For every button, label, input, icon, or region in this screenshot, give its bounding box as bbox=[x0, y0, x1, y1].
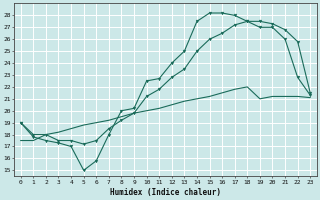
X-axis label: Humidex (Indice chaleur): Humidex (Indice chaleur) bbox=[110, 188, 221, 197]
